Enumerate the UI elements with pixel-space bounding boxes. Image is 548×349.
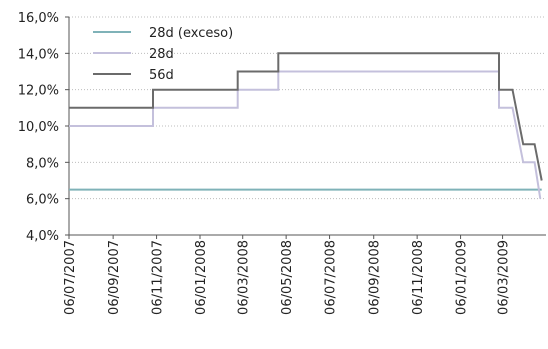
x-tick-label: 06/07/2008 [324,240,339,315]
legend: 28d (exceso) 28d 56d [93,26,233,83]
y-tick-label: 6,0% [26,193,59,208]
x-tick-label: 06/11/2008 [411,240,426,315]
y-tick-label: 4,0% [26,229,59,244]
x-tick-label: 06/03/2008 [237,240,252,315]
x-tick-label: 06/09/2008 [368,240,383,315]
x-axis-ticks: 06/07/2007 06/09/2007 06/11/2007 06/01/2008… [63,235,512,315]
y-tick-label: 8,0% [26,156,59,171]
y-tick-label: 14,0% [18,47,59,62]
x-tick-label: 06/03/2009 [497,240,512,315]
legend-label: 56d [149,68,174,83]
series-line [69,70,542,199]
series-lines [69,52,543,199]
legend-label: 28d (exceso) [149,26,233,41]
y-axis-ticks: 4,0% 6,0% 8,0% 10,0% 12,0% 14,0% 16,0% [18,11,69,244]
y-tick-label: 12,0% [18,84,59,99]
y-tick-label: 16,0% [18,11,59,26]
x-tick-label: 06/09/2007 [107,240,122,315]
series-line [69,52,543,181]
y-tick-label: 10,0% [18,120,59,135]
x-tick-label: 06/07/2007 [63,240,78,315]
x-tick-label: 06/11/2007 [151,240,166,315]
x-tick-label: 06/01/2008 [194,240,209,315]
x-tick-label: 06/05/2008 [280,240,295,315]
legend-label: 28d [149,47,174,62]
x-tick-label: 06/01/2009 [455,240,470,315]
